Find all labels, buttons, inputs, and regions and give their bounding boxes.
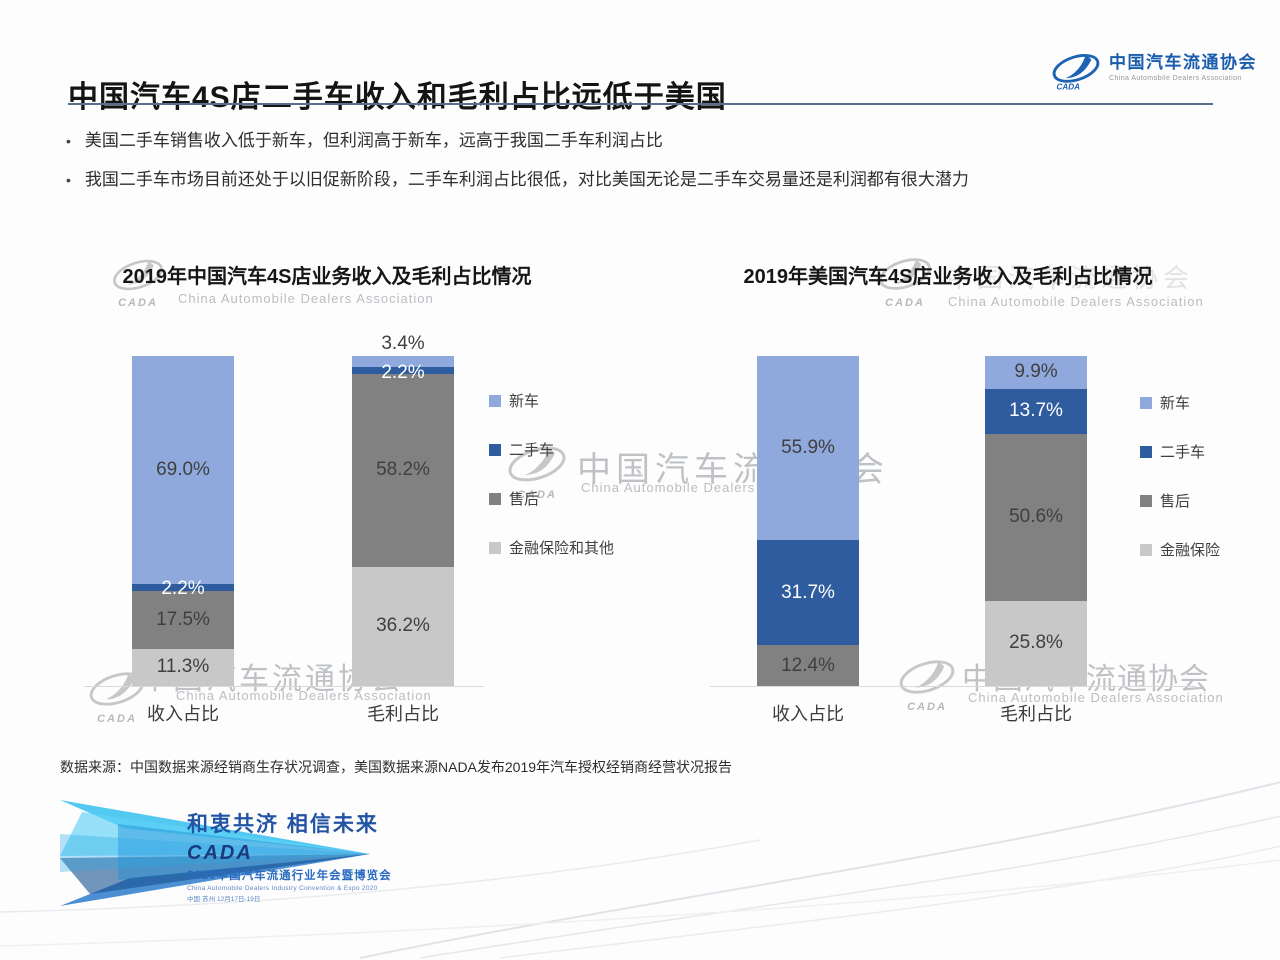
segment-value-label: 3.4% [381,333,425,354]
segment-value-label: 58.2% [376,459,430,481]
bullet-text: 美国二手车销售收入低于新车，但利润高于新车，远高于我国二手车利润占比 [84,131,663,150]
bar-segment-新车: 69.0% [132,356,234,584]
legend-item-售后: 售后 [1140,490,1220,511]
bar-segment-售后: 50.6% [985,433,1087,601]
segment-value-label: 25.8% [1009,632,1063,654]
stacked-bar-收入占比: 69.0% 2.2% 17.5% 11.3% 收入占比 [132,356,234,724]
chart-legend: 新车二手车售后金融保险和其他 [489,390,614,558]
bullet-dot-icon: • [66,133,71,149]
legend-swatch-icon [489,541,501,554]
legend-swatch-icon [1140,396,1152,409]
legend-swatch-icon [489,443,501,456]
footer-event-venue: 中国·苏州 12月17日-19日 [187,896,261,903]
legend-label: 金融保险 [1160,542,1221,559]
bar-segment-二手车: 2.2% [352,362,454,383]
bar-segment-二手车: 31.7% [757,540,859,646]
bullet-dot-icon: • [66,172,71,189]
legend-item-金融保险: 金融保险 [1140,539,1220,560]
category-axis-label: 毛利占比 [1000,704,1072,724]
stacked-bar-毛利占比: 3.4% 2.2% 58.2% 36.2% 毛利占比 [352,333,454,724]
bullet-list: • 美国二手车销售收入低于新车，但利润高于新车，远高于我国二手车利润占比 • 我国二… [66,130,1206,209]
segment-value-label: 17.5% [156,608,210,630]
stacked-bar-毛利占比: 9.9% 13.7% 50.6% 25.8% 毛利占比 [985,356,1087,724]
legend-item-二手车: 二手车 [489,439,614,460]
bar-segment-金融保险和其他: 36.2% [352,566,454,686]
chart-title-china: 2019年中国汽车4S店业务收入及毛利占比情况 [122,266,532,288]
org-name-en: China Automobile Dealers Association [1109,75,1242,82]
category-axis-label: 毛利占比 [367,704,439,724]
arrow-fan-icon [60,794,370,912]
org-name-cn: 中国汽车流通协会 [1109,53,1257,72]
bullet-text: 我国二手车市场目前还处于以旧促新阶段，二手车利润占比很低，对比美国无论是二手车交… [84,170,969,190]
segment-value-label: 36.2% [376,615,430,637]
footer-event-name-en: China Automobile Dealers Industry Conven… [187,885,378,892]
svg-text:CADA: CADA [1057,83,1081,92]
legend-label: 金融保险和其他 [509,540,615,557]
axis-baseline-usa [710,686,1196,687]
legend-item-新车: 新车 [1140,392,1220,413]
cada-swoosh-icon: CADA [1052,54,1100,92]
legend-swatch-icon [489,492,501,505]
chart-title-usa: 2019年美国汽车4S店业务收入及毛利占比情况 [743,266,1153,288]
segment-value-label: 69.0% [156,458,210,480]
segment-value-label: 50.6% [1009,506,1063,528]
bar-segment-新车: 55.9% [757,356,859,541]
legend-item-二手车: 二手车 [1140,441,1220,462]
bar-segment-售后: 17.5% [132,590,234,649]
legend-swatch-icon [1140,494,1152,507]
segment-value-label: 31.7% [781,581,835,603]
bar-segment-售后: 12.4% [757,645,859,686]
page-title: 中国汽车4S店二手车收入和毛利占比远低于美国 [68,81,727,115]
bar-segment-金融保险和其他: 11.3% [132,648,234,686]
bullet-item: • 我国二手车市场目前还处于以旧促新阶段，二手车利润占比很低，对比美国无论是二手车… [66,169,1206,191]
legend-swatch-icon [489,394,501,407]
category-axis-label: 收入占比 [772,704,844,724]
legend-swatch-icon [1140,543,1152,556]
legend-swatch-icon [1140,445,1152,458]
bar-segment-二手车: 2.2% [132,578,234,599]
segment-value-label: 12.4% [781,654,835,676]
org-logo: CADA 中国汽车流通协会 China Automobile Dealers A… [1050,48,1257,92]
bar-segment-新车: 3.4% [352,333,454,368]
footer-cada-wordmark: CADA [187,842,253,864]
legend-label: 售后 [1160,493,1191,510]
bar-segment-二手车: 13.7% [985,388,1087,434]
segment-value-label: 55.9% [781,437,835,459]
segment-value-label: 13.7% [1009,400,1063,422]
legend-item-新车: 新车 [489,390,614,411]
bar-segment-售后: 58.2% [352,374,454,567]
legend-label: 二手车 [509,442,555,459]
bar-segment-金融保险: 25.8% [985,600,1087,686]
footer-event-name: 2020中国汽车流通行业年会暨博览会 [187,870,392,882]
stacked-bar-收入占比: 55.9% 31.7% 12.4% 收入占比 [757,356,859,724]
legend-item-售后: 售后 [489,488,614,509]
legend-label: 二手车 [1160,444,1206,461]
axis-baseline-china [84,686,484,687]
bar-segment-新车: 9.9% [985,356,1087,389]
segment-value-label: 2.2% [161,578,205,600]
bullet-item: • 美国二手车销售收入低于新车，但利润高于新车，远高于我国二手车利润占比 [66,130,1206,152]
segment-value-label: 11.3% [156,656,210,678]
segment-value-label: 2.2% [381,361,425,383]
segment-value-label: 9.9% [1014,361,1058,383]
footer-event-logo: 和衷共济 相信未来 CADA 2020中国汽车流通行业年会暨博览会 China … [60,790,520,920]
data-source-note: 数据来源：中国数据来源经销商生存状况调查，美国数据来源NADA发布2019年汽车… [60,759,733,775]
legend-label: 新车 [1160,395,1191,412]
chart-legend: 新车二手车售后金融保险 [1140,392,1220,560]
legend-item-金融保险和其他: 金融保险和其他 [489,537,614,558]
footer-slogan: 和衷共济 相信未来 [187,813,379,836]
title-underline [68,103,1213,105]
legend-label: 新车 [509,393,540,410]
legend-label: 售后 [509,491,540,508]
category-axis-label: 收入占比 [147,704,219,724]
